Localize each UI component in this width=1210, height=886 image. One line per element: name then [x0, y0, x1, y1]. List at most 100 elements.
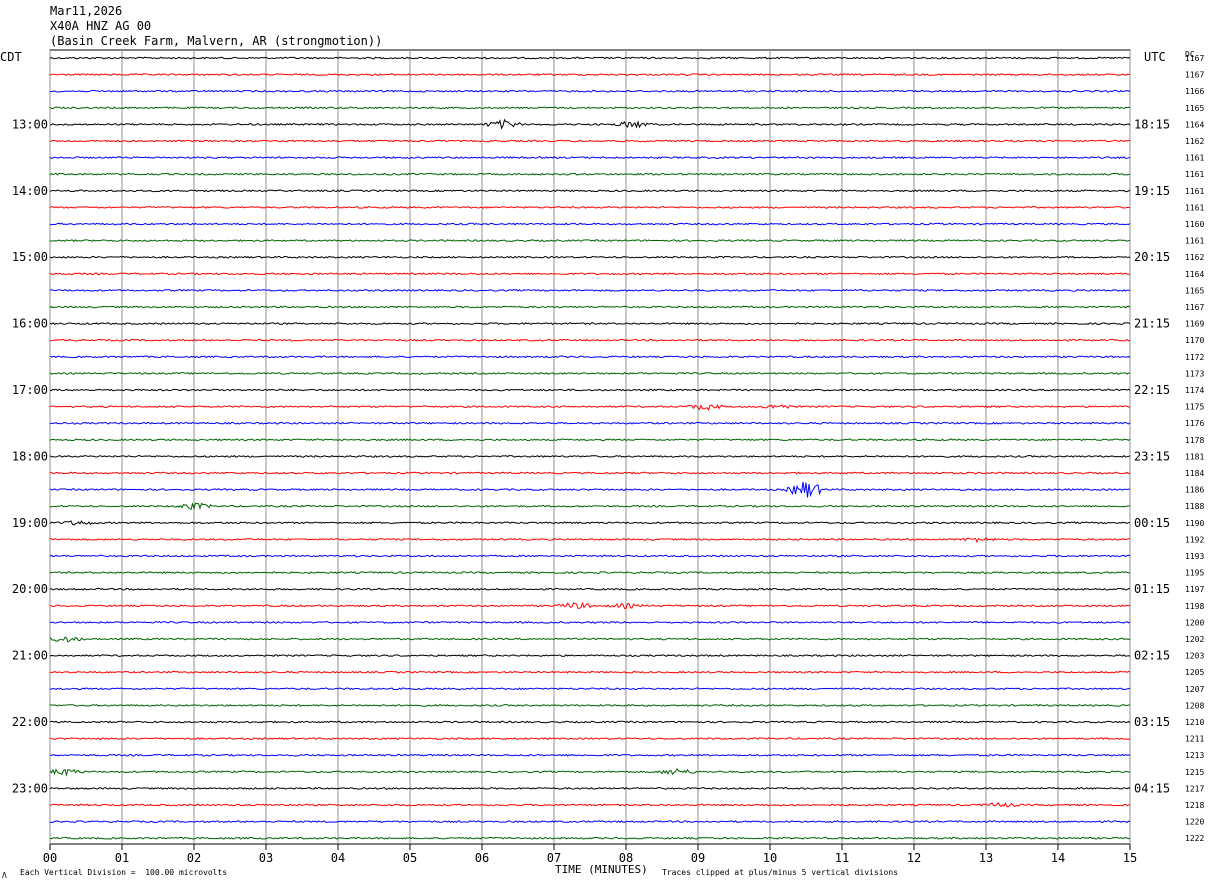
x-tick-label: 11 [835, 851, 849, 865]
clip-note: Traces clipped at plus/minus 5 vertical … [662, 868, 899, 877]
x-tick-label: 07 [547, 851, 561, 865]
right-hour-label: 02:15 [1134, 649, 1170, 663]
trace-line [49, 836, 1131, 840]
dc-offset-label: 1175 [1185, 403, 1204, 412]
dc-offset-label: 1166 [1185, 87, 1204, 96]
trace-line [49, 272, 1131, 276]
trace-line [49, 355, 1131, 359]
dc-offset-label: 1169 [1185, 320, 1204, 329]
dc-offset-label: 1213 [1185, 751, 1204, 760]
trace-line [49, 239, 1131, 243]
left-hour-label: 13:00 [12, 117, 48, 131]
trace-line [49, 288, 1131, 292]
trace-line [49, 703, 1131, 707]
dc-offset-label: 1203 [1185, 652, 1204, 661]
dc-offset-label: 1195 [1185, 569, 1204, 578]
dc-offset-label: 1192 [1185, 535, 1204, 544]
right-hour-label: 04:15 [1134, 781, 1170, 795]
x-tick-label: 08 [619, 851, 633, 865]
right-hour-labels: 18:15 19:15 20:15 21:15 22:15 23:15 00:15 01:15… [1134, 117, 1170, 795]
x-tick-label: 10 [763, 851, 777, 865]
right-hour-label: 20:15 [1134, 250, 1170, 264]
trace-line [49, 156, 1131, 160]
dc-offset-label: 1193 [1185, 552, 1204, 561]
footer-mark: Λ [2, 871, 7, 880]
x-tick-label: 02 [187, 851, 201, 865]
trace-line [49, 139, 1131, 143]
dc-offset-label: 1202 [1185, 635, 1204, 644]
right-timezone-label: UTC [1144, 50, 1166, 64]
trace-line [49, 502, 1131, 511]
dc-offset-label: 1162 [1185, 137, 1204, 146]
header-date: Mar11,2026 [50, 4, 123, 18]
trace-line [49, 620, 1131, 624]
trace-line [49, 106, 1131, 110]
dc-offset-label: 1176 [1185, 419, 1204, 428]
trace-line [49, 189, 1131, 193]
dc-offset-label: 1167 [1185, 54, 1204, 63]
left-hour-labels: 13:00 14:00 15:00 16:00 17:00 18:00 19:00 20:00… [12, 117, 48, 795]
left-hour-label: 23:00 [12, 781, 48, 795]
dc-offset-label: 1215 [1185, 768, 1204, 777]
dc-offset-label: 1164 [1185, 270, 1204, 279]
dc-offset-label: 1211 [1185, 735, 1204, 744]
dc-offset-label: 1217 [1185, 784, 1204, 793]
trace-line [49, 481, 1131, 498]
dc-offset-label: 1170 [1185, 336, 1204, 345]
trace-line [49, 820, 1131, 824]
scale-note: Each Vertical Division = 100.00 microvol… [20, 868, 228, 877]
x-tick-label: 13 [979, 851, 993, 865]
trace-line [49, 421, 1131, 425]
dc-offset-label: 1161 [1185, 203, 1204, 212]
dc-offset-label: 1165 [1185, 286, 1204, 295]
x-tick-label: 15 [1123, 851, 1137, 865]
trace-line [49, 404, 1131, 412]
x-axis-title: TIME (MINUTES) [555, 863, 648, 876]
trace-line [49, 73, 1131, 77]
trace-line [49, 222, 1131, 226]
x-tick-label: 09 [691, 851, 705, 865]
header-location: (Basin Creek Farm, Malvern, AR (strongmo… [50, 34, 383, 48]
vertical-grid [49, 50, 1131, 844]
dc-offset-label: 1161 [1185, 154, 1204, 163]
trace-line [49, 654, 1131, 658]
right-hour-label: 03:15 [1134, 715, 1170, 729]
trace-line [49, 322, 1131, 326]
dc-offset-label: 1167 [1185, 71, 1204, 80]
dc-offset-label: 1220 [1185, 818, 1204, 827]
trace-line [49, 670, 1131, 674]
dc-offset-label: 1210 [1185, 718, 1204, 727]
trace-line [49, 454, 1131, 458]
right-hour-label: 00:15 [1134, 516, 1170, 530]
dc-offset-label: 1222 [1185, 834, 1204, 843]
dc-offset-label: 1218 [1185, 801, 1204, 810]
dc-offset-label: 1208 [1185, 701, 1204, 710]
dc-offset-label: 1197 [1185, 585, 1204, 594]
trace-line [49, 636, 1131, 643]
left-hour-label: 14:00 [12, 184, 48, 198]
trace-line [49, 338, 1131, 342]
trace-line [49, 205, 1131, 209]
dc-offset-label: 1178 [1185, 436, 1204, 445]
dc-offset-label: 1161 [1185, 187, 1204, 196]
trace-line [49, 587, 1131, 591]
trace-line [49, 118, 1131, 130]
left-hour-label: 17:00 [12, 383, 48, 397]
right-hour-label: 18:15 [1134, 117, 1170, 131]
left-hour-label: 21:00 [12, 649, 48, 663]
trace-line [49, 305, 1131, 309]
right-hour-label: 22:15 [1134, 383, 1170, 397]
x-tick-label: 05 [403, 851, 417, 865]
dc-offset-label: 1181 [1185, 452, 1204, 461]
trace-line [49, 536, 1131, 544]
left-hour-label: 18:00 [12, 449, 48, 463]
dc-offset-label: 1165 [1185, 104, 1204, 113]
trace-line [49, 687, 1131, 691]
x-tick-label: 04 [331, 851, 345, 865]
left-hour-label: 22:00 [12, 715, 48, 729]
dc-offset-label: 1164 [1185, 120, 1204, 129]
x-tick-label: 00 [43, 851, 57, 865]
trace-line [49, 753, 1131, 757]
dc-offset-label: 1161 [1185, 170, 1204, 179]
dc-offset-label: 1184 [1185, 469, 1204, 478]
